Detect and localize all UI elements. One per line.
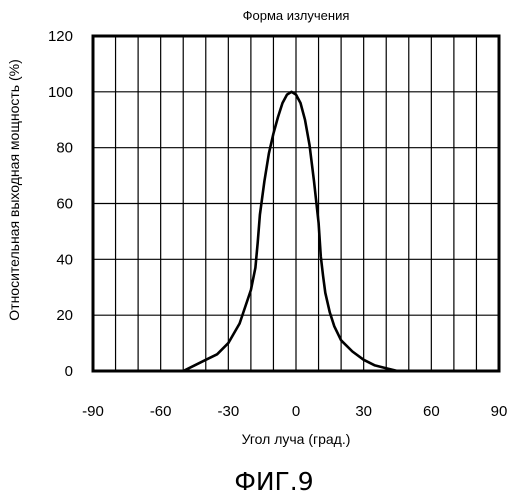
x-tick-label: -90 bbox=[82, 403, 104, 420]
x-tick-label: -30 bbox=[217, 403, 239, 420]
y-tick-label: 20 bbox=[56, 307, 73, 324]
x-tick-label: 30 bbox=[355, 403, 372, 420]
y-tick-label: 120 bbox=[48, 28, 73, 45]
x-tick-label: 60 bbox=[423, 403, 440, 420]
y-axis-label: Относительная выходная мощность (%) bbox=[6, 59, 22, 320]
grid-lines bbox=[93, 36, 499, 371]
y-tick-label: 0 bbox=[65, 363, 73, 380]
x-axis-ticks: -90 -60 -30 0 30 60 90 bbox=[82, 403, 507, 420]
series-line-1 bbox=[183, 92, 397, 371]
y-tick-label: 40 bbox=[56, 251, 73, 268]
series-layer bbox=[183, 92, 397, 371]
x-tick-label: -60 bbox=[150, 403, 172, 420]
y-axis-ticks: 0 20 40 60 80 100 120 bbox=[48, 28, 73, 380]
chart-title: Форма излучения bbox=[243, 8, 350, 23]
x-tick-label: 0 bbox=[292, 403, 300, 420]
x-axis-label: Угол луча (град.) bbox=[242, 431, 351, 447]
x-tick-label: 90 bbox=[491, 403, 508, 420]
y-tick-label: 80 bbox=[56, 140, 73, 157]
figure-caption: ФИГ.9 bbox=[234, 467, 313, 496]
y-tick-label: 100 bbox=[48, 84, 73, 101]
y-tick-label: 60 bbox=[56, 196, 73, 213]
